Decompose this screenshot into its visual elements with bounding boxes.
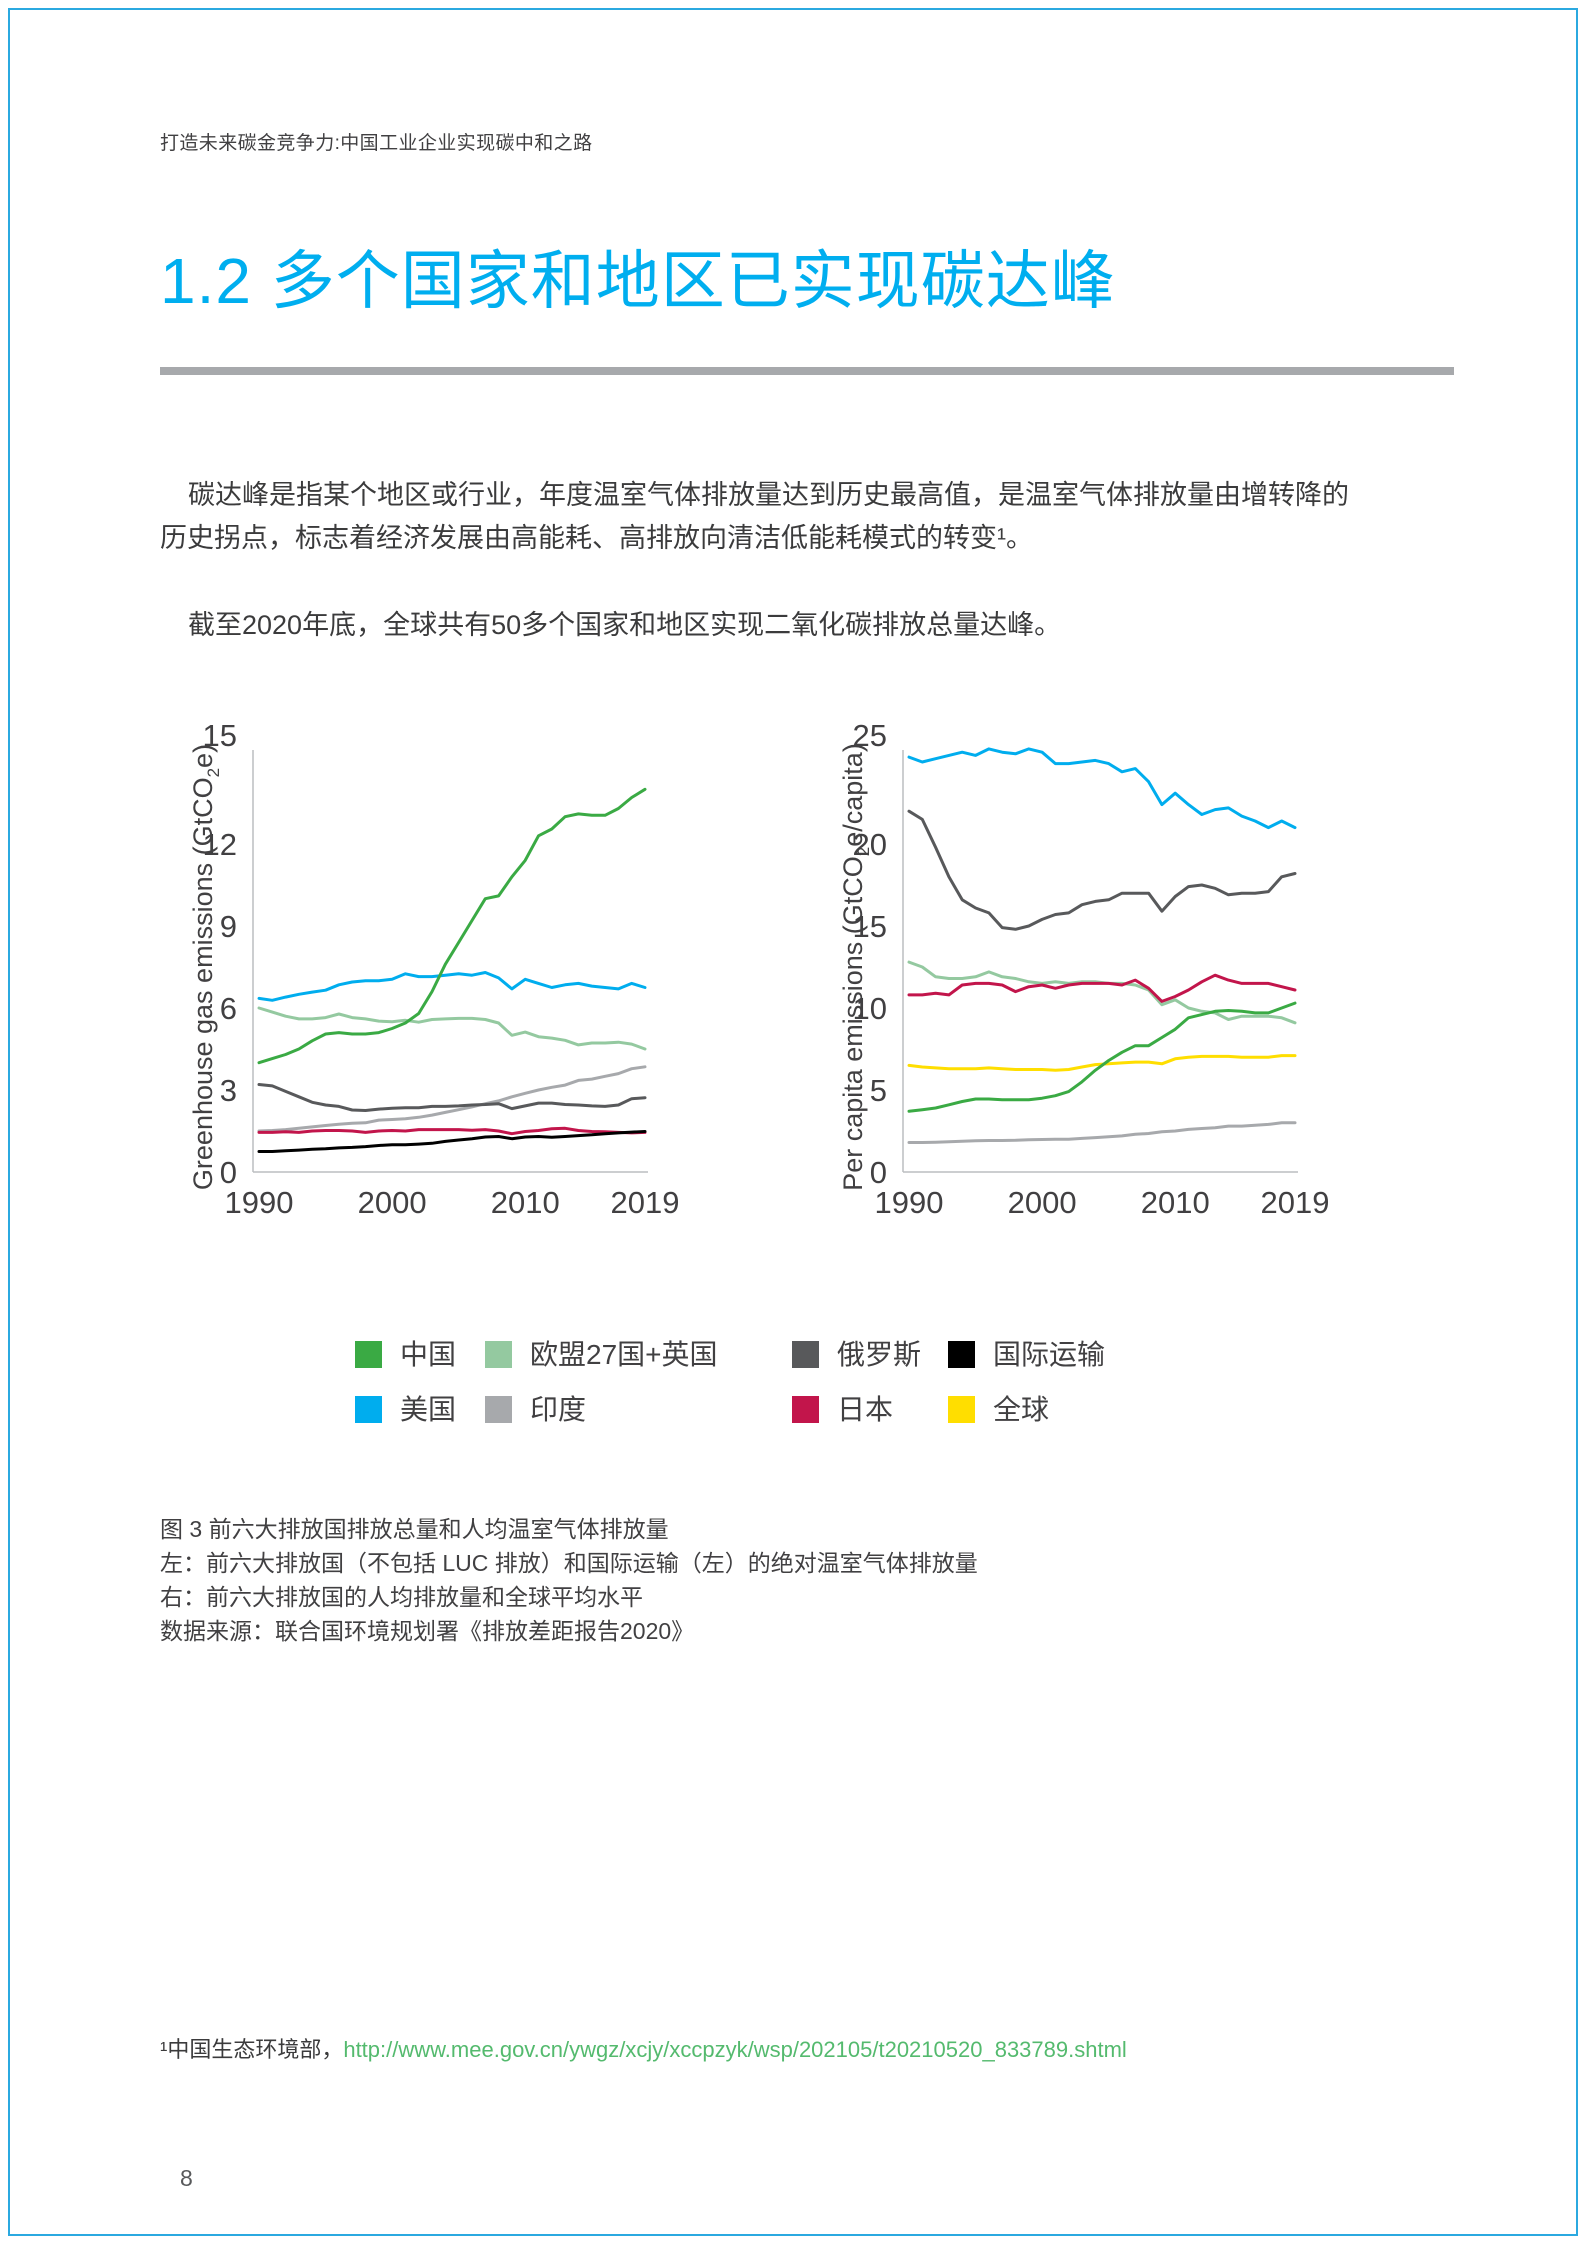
- legend-swatch-japan: [792, 1396, 819, 1423]
- section-divider: [160, 367, 1454, 375]
- legend-item-us: 美国: [355, 1393, 485, 1425]
- legend-label: 中国: [400, 1338, 457, 1370]
- series-line-japan: [257, 1126, 647, 1136]
- series-line-china: [257, 787, 647, 1065]
- legend-item-global: 全球: [948, 1393, 1168, 1425]
- svg-text:2000: 2000: [358, 1185, 427, 1220]
- legend-item-intl: 国际运输: [948, 1338, 1168, 1370]
- chart-per-capita-emissions: 0 5 10 15 20 25 1990 2000 2010 2019 Per capita emi…: [838, 720, 1330, 1220]
- legend-swatch-china: [355, 1341, 382, 1368]
- svg-text:2019: 2019: [1261, 1185, 1330, 1220]
- series-line-global: [907, 1054, 1297, 1072]
- svg-text:15: 15: [853, 909, 887, 944]
- legend-swatch-india: [485, 1396, 512, 1423]
- caption-line: 数据来源：联合国环境规划署《排放差距报告2020》: [160, 1618, 695, 1644]
- series-line-japan: [907, 973, 1297, 1003]
- legend-swatch-us: [355, 1396, 382, 1423]
- figure-caption: 图 3 前六大排放国排放总量和人均温室气体排放量左：前六大排放国（不包括 LUC…: [160, 1512, 978, 1648]
- footnote: ¹中国生态环境部，http://www.mee.gov.cn/ywgz/xcjy…: [160, 2032, 1127, 2064]
- svg-text:12: 12: [203, 827, 237, 862]
- svg-text:15: 15: [203, 720, 237, 753]
- legend-label: 美国: [400, 1393, 457, 1425]
- running-header: 打造未来碳金竞争力:中国工业企业实现碳中和之路: [160, 133, 593, 154]
- legend-label: 印度: [530, 1393, 587, 1425]
- legend-item-india: 印度: [485, 1393, 792, 1425]
- svg-text:2019: 2019: [611, 1185, 680, 1220]
- series-line-russia: [907, 809, 1297, 931]
- chart-legend: 中国 欧盟27国+英国 俄罗斯 国际运输美国 印度 日本 全球: [355, 1338, 1168, 1425]
- paragraph-2: 截至2020年底，全球共有50多个国家和地区实现二氧化碳排放总量达峰。: [188, 610, 1062, 640]
- caption-line: 左：前六大排放国（不包括 LUC 排放）和国际运输（左）的绝对温室气体排放量: [160, 1550, 978, 1576]
- page-number: 8: [180, 2165, 193, 2191]
- legend-item-china: 中国: [355, 1338, 485, 1370]
- legend-swatch-russia: [792, 1341, 819, 1368]
- series-line-india: [257, 1065, 647, 1133]
- legend-swatch-intl: [948, 1341, 975, 1368]
- svg-text:2010: 2010: [491, 1185, 560, 1220]
- svg-text:1990: 1990: [875, 1185, 944, 1220]
- section-title: 1.2 多个国家和地区已实现碳达峰: [160, 245, 1116, 317]
- svg-text:Per capita emissions (GtCO2e/c: Per capita emissions (GtCO2e/capita): [838, 743, 873, 1191]
- series-line-us: [907, 747, 1297, 830]
- svg-text:3: 3: [220, 1073, 237, 1108]
- svg-text:Greenhouse gas emissions (GtCO: Greenhouse gas emissions (GtCO2e): [188, 744, 223, 1190]
- svg-text:10: 10: [853, 991, 887, 1026]
- svg-text:6: 6: [220, 991, 237, 1026]
- series-line-india: [907, 1121, 1297, 1144]
- paragraph-1-line: 碳达峰是指某个地区或行业，年度温室气体排放量达到历史最高值，是温室气体排放量由增…: [188, 480, 1349, 510]
- svg-text:2000: 2000: [1008, 1185, 1077, 1220]
- svg-text:0: 0: [220, 1155, 237, 1190]
- legend-swatch-global: [948, 1396, 975, 1423]
- series-line-russia: [257, 1083, 647, 1112]
- legend-label: 欧盟27国+英国: [530, 1338, 718, 1370]
- legend-item-japan: 日本: [792, 1393, 948, 1425]
- footnote-text: ¹中国生态环境部，: [160, 2037, 344, 2062]
- caption-line: 右：前六大排放国的人均排放量和全球平均水平: [160, 1584, 643, 1610]
- series-line-us: [257, 971, 647, 1002]
- caption-line: 图 3 前六大排放国排放总量和人均温室气体排放量: [160, 1516, 669, 1542]
- legend-label: 俄罗斯: [837, 1338, 922, 1370]
- paragraph-1: 碳达峰是指某个地区或行业，年度温室气体排放量达到历史最高值，是温室气体排放量由增…: [160, 474, 1460, 560]
- svg-text:25: 25: [853, 720, 887, 753]
- svg-text:2010: 2010: [1141, 1185, 1210, 1220]
- series-line-eu: [907, 960, 1297, 1025]
- svg-text:9: 9: [220, 909, 237, 944]
- footnote-link[interactable]: http://www.mee.gov.cn/ywgz/xcjy/xccpzyk/…: [343, 2037, 1127, 2062]
- svg-text:20: 20: [853, 827, 887, 862]
- series-line-intl: [257, 1130, 647, 1153]
- legend-label: 全球: [993, 1393, 1050, 1425]
- legend-label: 国际运输: [993, 1338, 1106, 1370]
- svg-text:0: 0: [870, 1155, 887, 1190]
- series-line-eu: [257, 1006, 647, 1051]
- svg-text:1990: 1990: [225, 1185, 294, 1220]
- chart-absolute-emissions: 0 3 6 9 12 15 1990 2000 2010 2019 Greenhouse gas e…: [188, 720, 680, 1220]
- series-line-china: [907, 1001, 1297, 1113]
- legend-item-eu: 欧盟27国+英国: [485, 1338, 792, 1370]
- svg-text:5: 5: [870, 1073, 887, 1108]
- legend-label: 日本: [837, 1393, 894, 1425]
- legend-swatch-eu: [485, 1341, 512, 1368]
- legend-item-russia: 俄罗斯: [792, 1338, 948, 1370]
- paragraph-1-line: 历史拐点，标志着经济发展由高能耗、高排放向清洁低能耗模式的转变¹。: [160, 523, 1033, 553]
